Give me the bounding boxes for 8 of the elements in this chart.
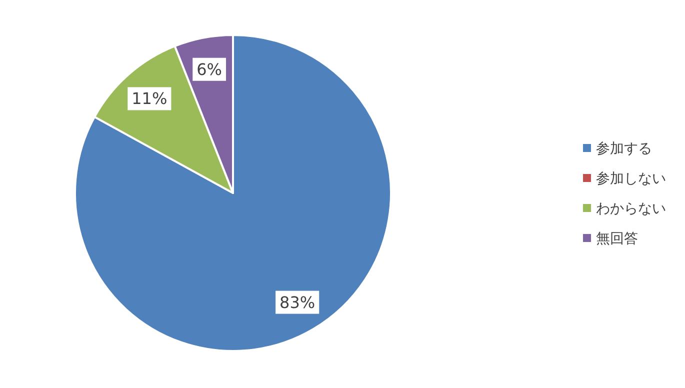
data-label: 83% [280,292,316,312]
data-label: 11% [132,89,168,108]
legend-label: わからない [596,201,666,217]
data-label: 6% [196,60,222,79]
legend-label: 無回答 [596,231,638,247]
legend-label: 参加しない [596,171,666,187]
pie-slice [74,34,392,352]
legend-label: 参加する [596,141,652,157]
